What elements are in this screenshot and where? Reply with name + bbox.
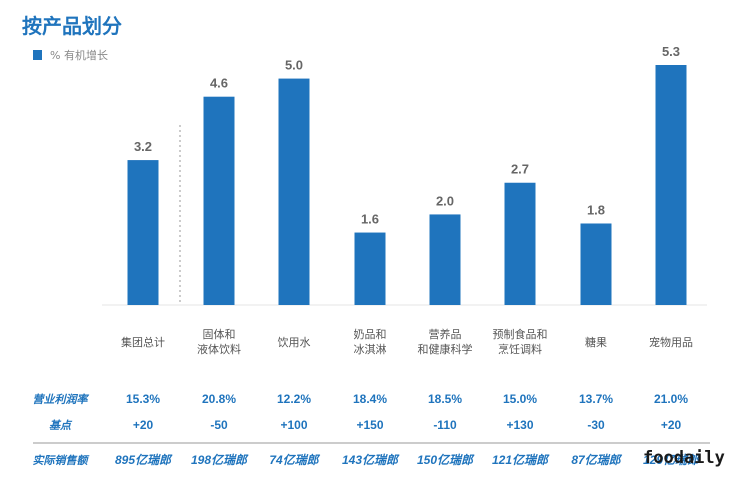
bar-2: [278, 78, 310, 306]
table-cell-0-6: 13.7%: [579, 392, 613, 406]
table-cell-2-6: 87亿瑞郎: [571, 453, 622, 467]
bar-value-label-7: 5.3: [662, 44, 680, 59]
bar-7: [655, 65, 687, 305]
table-cell-2-7: 129亿瑞郎: [643, 453, 701, 467]
category-label-0-0: 集团总计: [121, 335, 165, 349]
legend-swatch: [33, 50, 42, 60]
category-label-3-1: 冰淇淋: [354, 343, 387, 356]
category-label-4-0: 营养品: [429, 327, 462, 341]
table-cell-0-4: 18.5%: [428, 392, 462, 406]
bar-1: [203, 96, 235, 305]
table-cell-2-3: 143亿瑞郎: [342, 453, 400, 467]
table-cell-0-5: 15.0%: [503, 392, 537, 406]
table-cell-1-2: +100: [280, 418, 307, 432]
table-cell-1-4: -110: [433, 418, 457, 432]
table-cell-0-7: 21.0%: [654, 392, 688, 406]
table-row-label-1: 基点: [49, 419, 73, 432]
legend-label: % 有机增长: [50, 48, 108, 62]
category-label-4-1: 和健康科学: [418, 342, 473, 356]
bar-4: [429, 214, 461, 305]
table-cell-2-1: 198亿瑞郎: [191, 453, 249, 467]
table-cell-2-5: 121亿瑞郎: [492, 453, 550, 467]
bar-value-label-6: 1.8: [587, 202, 605, 217]
category-label-1-1: 液体饮料: [197, 342, 241, 356]
table-cell-0-3: 18.4%: [353, 392, 387, 406]
bar-value-label-4: 2.0: [436, 193, 454, 208]
category-label-6-0: 糖果: [585, 335, 607, 349]
bar-value-label-2: 5.0: [285, 58, 303, 73]
category-label-1-0: 固体和: [203, 327, 236, 341]
bar-value-label-0: 3.2: [134, 139, 152, 154]
category-label-5-0: 预制食品和: [493, 327, 548, 341]
bar-value-label-5: 2.7: [511, 162, 529, 177]
table-row-label-2: 实际销售额: [33, 454, 90, 467]
table-cell-0-0: 15.3%: [126, 392, 160, 406]
table-cell-2-4: 150亿瑞郎: [417, 453, 475, 467]
bar-value-label-3: 1.6: [361, 212, 379, 227]
category-label-5-1: 烹饪调料: [498, 342, 542, 356]
bar-5: [504, 182, 536, 305]
category-label-3-0: 奶品和: [354, 327, 387, 341]
category-label-7-0: 宠物用品: [649, 335, 693, 349]
category-label-2-0: 饮用水: [278, 336, 311, 349]
table-cell-0-2: 12.2%: [277, 392, 311, 406]
bar-3: [354, 232, 386, 305]
table-cell-2-2: 74亿瑞郎: [269, 453, 320, 467]
table-cell-1-7: +20: [661, 418, 682, 432]
table-row-label-0: 营业利润率: [33, 393, 90, 406]
chart-title: 按产品划分: [22, 14, 122, 38]
table-cell-1-5: +130: [506, 418, 533, 432]
foodaily-watermark: foodaily: [643, 448, 725, 468]
table-cell-1-0: +20: [133, 418, 154, 432]
table-cell-2-0: 895亿瑞郎: [115, 453, 173, 467]
table-cell-0-1: 20.8%: [202, 392, 236, 406]
table-cell-1-1: -50: [210, 418, 228, 432]
table-cell-1-6: -30: [587, 418, 605, 432]
metrics-table: 营业利润率 15.3% 20.8% 12.2% 18.4% 18.5% 15.0% 13.7%…: [33, 392, 702, 467]
table-cell-1-3: +150: [356, 418, 383, 432]
bar-0: [127, 160, 159, 305]
bar-value-label-1: 4.6: [210, 76, 228, 91]
bar-6: [580, 223, 612, 305]
